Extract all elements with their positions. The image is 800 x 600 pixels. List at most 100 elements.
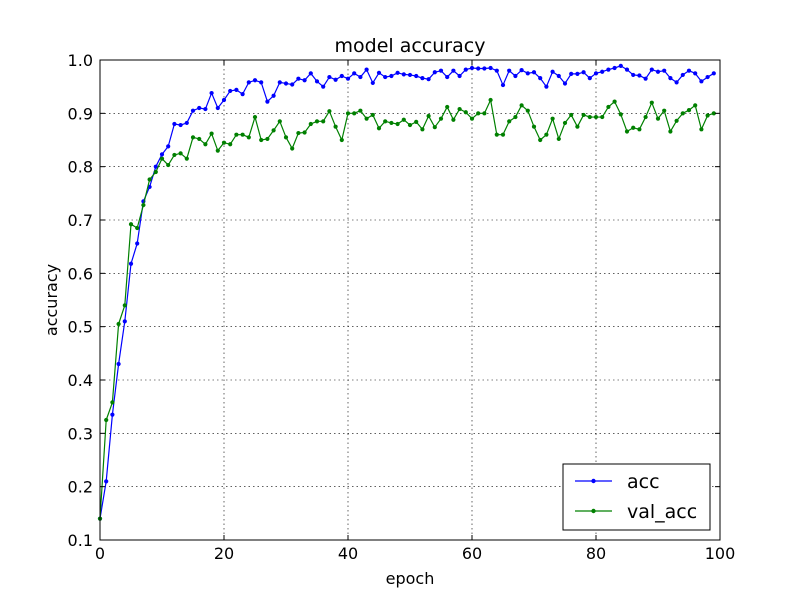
series-val-acc-point [699, 127, 704, 132]
series-val-acc-point [463, 110, 468, 115]
series-val-acc-point [128, 222, 134, 227]
series-acc-point [606, 67, 611, 72]
legend-acc-marker [591, 478, 596, 484]
y-tick-label: 0.4 [68, 371, 93, 390]
series-val-acc-point [209, 131, 214, 136]
series-acc-point [407, 72, 413, 78]
series-val-acc-point [420, 127, 425, 132]
series-val-acc-line [99, 99, 714, 519]
series-acc-point [637, 73, 642, 78]
series-acc-point [525, 71, 530, 76]
axis-ticks: 0 20 40 60 80 100 0.1 0.2 0.3 0.4 0.5 0.6 0.7 0.8 0.9 1… [68, 51, 736, 563]
grid-lines [100, 60, 720, 540]
series-val-acc-point [438, 116, 444, 121]
series-acc-point [476, 66, 481, 71]
series-acc-point [277, 80, 282, 85]
series-acc-point [432, 70, 437, 75]
series-acc-point [538, 76, 543, 81]
series-acc-point [116, 361, 121, 367]
series-acc-point [135, 241, 140, 246]
series-acc-point [600, 69, 605, 74]
series-val-acc-point [327, 109, 332, 114]
series-acc-point [445, 74, 450, 80]
series-acc-point [593, 71, 599, 76]
series-val-acc-point [389, 120, 394, 126]
series-val-acc-point [314, 119, 320, 124]
series-acc-point [488, 65, 493, 71]
series-acc-point [240, 92, 245, 97]
series-acc-point [680, 72, 685, 78]
x-tick-label: 20 [214, 544, 234, 563]
series-val-acc-point [401, 117, 406, 122]
series-val-acc-point [488, 97, 493, 103]
series-acc-point [376, 70, 382, 75]
series-acc-point [451, 68, 456, 73]
series-acc-point [420, 76, 425, 81]
series-acc-point [184, 120, 189, 126]
series-val-acc-point [104, 417, 109, 423]
series-acc-point [674, 80, 679, 85]
x-axis-label: epoch [386, 569, 435, 588]
series-val-acc-point [190, 135, 196, 140]
series-val-acc-point [414, 119, 419, 124]
series-acc-point [153, 164, 158, 169]
series-acc-point [302, 78, 307, 83]
chart-title: model accuracy [335, 35, 486, 57]
series-acc-point [128, 261, 134, 266]
series-val-acc-point [172, 152, 177, 158]
series-val-acc-point [283, 135, 289, 140]
series-val-acc-point [680, 111, 685, 116]
series-val-acc-point [593, 114, 599, 120]
series-acc-point [711, 71, 716, 76]
series-acc-point [556, 73, 561, 79]
series-val-acc-point [110, 400, 115, 405]
series-acc-point [482, 66, 487, 71]
series-val-acc-point [445, 104, 450, 110]
series-acc-point [426, 77, 431, 82]
series-val-acc-point [507, 119, 512, 124]
series-val-acc-point [631, 125, 636, 130]
series-val-acc-point [290, 146, 295, 151]
series-acc-point [383, 74, 388, 80]
series-acc-point [389, 73, 394, 79]
series-val-acc-point [600, 114, 605, 120]
series-val-acc-point [531, 124, 537, 129]
series-val-acc-point [302, 130, 307, 135]
series-acc-point [190, 108, 196, 113]
series-acc-point [197, 105, 202, 111]
series-acc-point [234, 87, 239, 92]
series-val-acc-point [544, 132, 549, 137]
series-acc-point [624, 67, 630, 72]
series-val-acc-point [519, 103, 524, 108]
series-acc-point [364, 67, 369, 72]
series-acc-point [221, 97, 227, 103]
series-val-acc-point [159, 156, 165, 161]
series-val-acc-point [383, 119, 388, 124]
series-val-acc-point [556, 136, 561, 142]
series-acc-point [500, 82, 506, 88]
x-tick-label: 0 [95, 544, 105, 563]
series-val-acc-point [500, 132, 506, 137]
series-acc-point [643, 76, 648, 81]
series-val-acc-point [370, 112, 375, 118]
series-acc-point [265, 99, 270, 104]
series-val-acc-point [606, 104, 611, 110]
series-acc-point [519, 68, 524, 73]
series-val-acc-point [339, 137, 344, 143]
series-val-acc-point [271, 128, 276, 133]
series-val-acc-point [240, 132, 245, 137]
series-acc-point [569, 71, 574, 76]
series-val-acc-point [451, 117, 456, 122]
series-acc-point [457, 73, 462, 79]
series-acc-point [327, 74, 332, 80]
series-val-acc-point [662, 108, 667, 113]
y-tick-label: 0.1 [68, 531, 93, 550]
series-acc-point [438, 68, 444, 73]
series-val-acc-point [116, 321, 121, 327]
series-acc-point [531, 70, 537, 75]
series-val-acc-point [711, 111, 716, 116]
series-acc-point [203, 106, 208, 112]
series-acc-point [581, 70, 586, 75]
series-val-acc-point [345, 111, 351, 116]
